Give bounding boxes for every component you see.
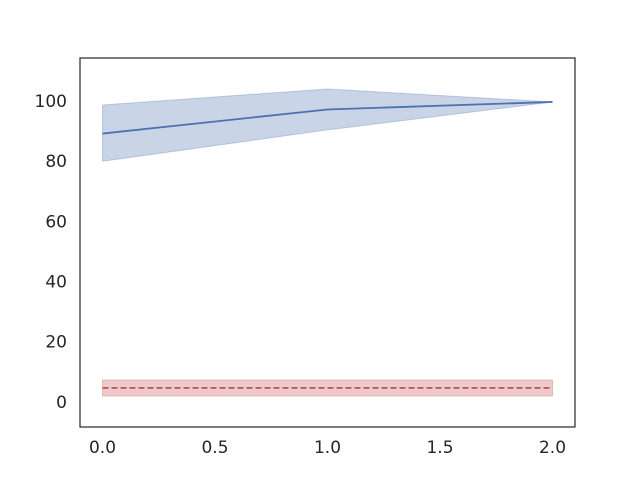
x-tick-label: 0.0 [89, 438, 116, 458]
y-tick-label: 0 [56, 393, 67, 413]
x-tick-label: 2.0 [539, 438, 566, 458]
line [102, 101, 553, 135]
x-tick-label: 1.5 [426, 438, 453, 458]
confidence-band [102, 88, 553, 162]
y-tick-label: 80 [45, 152, 67, 172]
y-tick-label: 60 [45, 212, 67, 232]
plot-frame [79, 57, 576, 428]
x-tick-label: 0.5 [201, 438, 228, 458]
y-tick-label: 100 [35, 92, 67, 112]
y-tick-label: 40 [45, 273, 67, 293]
y-tick-label: 20 [45, 333, 67, 353]
x-tick-label: 1.0 [314, 438, 341, 458]
